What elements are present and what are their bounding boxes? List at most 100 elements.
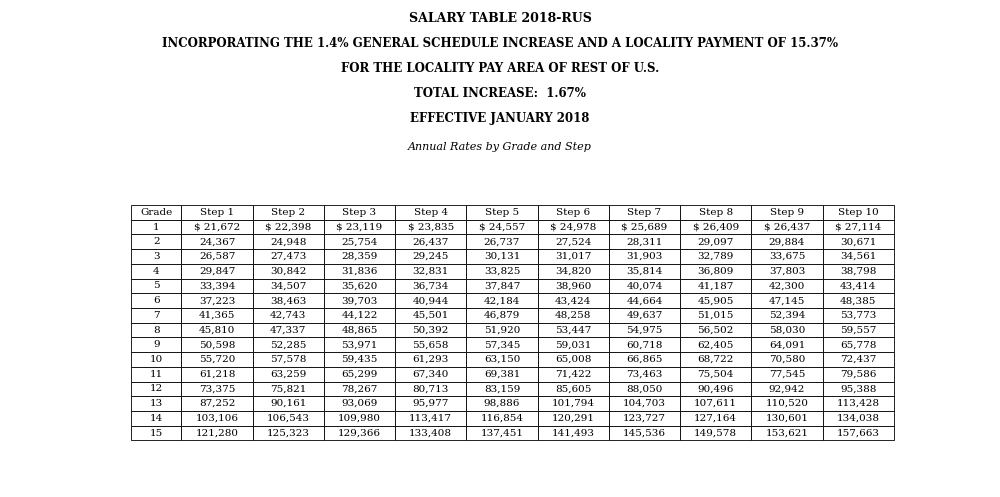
Text: 104,703: 104,703 [623,399,666,408]
Bar [131,411,181,426]
Bar [609,279,680,293]
Bar [751,396,823,411]
Text: 40,074: 40,074 [626,281,663,290]
Text: 33,394: 33,394 [199,281,235,290]
Text: 113,417: 113,417 [409,414,452,423]
Text: 110,520: 110,520 [765,399,808,408]
Bar [324,352,395,367]
Text: $ 21,672: $ 21,672 [194,223,240,232]
Bar [253,293,324,308]
Text: 88,050: 88,050 [626,385,663,394]
Text: 53,773: 53,773 [840,311,876,320]
Bar [181,367,253,382]
Bar [395,426,466,440]
Bar [751,249,823,264]
Bar [680,308,751,323]
Bar [823,367,894,382]
Bar [466,249,538,264]
Text: 10: 10 [150,355,163,364]
Bar [823,323,894,337]
Bar [181,264,253,279]
Text: 90,496: 90,496 [698,385,734,394]
Text: $ 24,557: $ 24,557 [479,223,525,232]
Text: 37,803: 37,803 [769,267,805,276]
Bar [538,323,609,337]
Bar [751,205,823,220]
Text: 71,422: 71,422 [555,370,591,379]
Text: 63,150: 63,150 [484,355,520,364]
Bar [466,235,538,249]
Bar [395,323,466,337]
Bar [538,382,609,396]
Bar [253,382,324,396]
Text: 56,502: 56,502 [698,326,734,334]
Text: 65,008: 65,008 [555,355,591,364]
Text: $ 24,978: $ 24,978 [550,223,596,232]
Bar [466,411,538,426]
Text: Step 6: Step 6 [556,208,590,217]
Text: 6: 6 [153,296,160,305]
Text: 41,365: 41,365 [199,311,235,320]
Text: 130,601: 130,601 [765,414,808,423]
Text: $ 23,119: $ 23,119 [336,223,383,232]
Text: 68,722: 68,722 [698,355,734,364]
Text: 46,879: 46,879 [484,311,520,320]
Text: 29,097: 29,097 [698,238,734,247]
Text: 40,944: 40,944 [413,296,449,305]
Bar [466,308,538,323]
Bar [253,220,324,235]
Text: EFFECTIVE JANUARY 2018: EFFECTIVE JANUARY 2018 [410,112,590,125]
Text: 49,637: 49,637 [626,311,663,320]
Text: 31,017: 31,017 [555,252,591,261]
Text: 87,252: 87,252 [199,399,235,408]
Text: 12: 12 [150,385,163,394]
Bar [823,205,894,220]
Bar [751,293,823,308]
Text: 25,754: 25,754 [341,238,378,247]
Text: 65,778: 65,778 [840,340,876,349]
Text: 95,388: 95,388 [840,385,876,394]
Text: 43,414: 43,414 [840,281,876,290]
Text: 70,580: 70,580 [769,355,805,364]
Bar [466,220,538,235]
Text: 92,942: 92,942 [769,385,805,394]
Bar [253,279,324,293]
Bar [823,337,894,352]
Text: INCORPORATING THE 1.4% GENERAL SCHEDULE INCREASE AND A LOCALITY PAYMENT OF 15.37: INCORPORATING THE 1.4% GENERAL SCHEDULE … [162,37,838,50]
Bar [609,323,680,337]
Text: 26,587: 26,587 [199,252,235,261]
Text: 44,122: 44,122 [341,311,378,320]
Bar [609,249,680,264]
Bar [609,426,680,440]
Bar [823,249,894,264]
Bar [131,249,181,264]
Bar [324,367,395,382]
Text: 54,975: 54,975 [626,326,663,334]
Bar [181,235,253,249]
Text: 36,734: 36,734 [413,281,449,290]
Bar [609,382,680,396]
Text: 63,259: 63,259 [270,370,306,379]
Bar [823,264,894,279]
Text: 57,578: 57,578 [270,355,306,364]
Bar [466,382,538,396]
Bar [538,426,609,440]
Text: Step 3: Step 3 [342,208,377,217]
Bar [680,337,751,352]
Bar [538,396,609,411]
Bar [680,293,751,308]
Bar [181,249,253,264]
Text: 103,106: 103,106 [196,414,239,423]
Bar [823,279,894,293]
Text: 33,825: 33,825 [484,267,520,276]
Bar [324,396,395,411]
Bar [395,205,466,220]
Bar [324,382,395,396]
Bar [680,352,751,367]
Bar [395,220,466,235]
Bar [609,308,680,323]
Bar [253,264,324,279]
Text: 44,664: 44,664 [626,296,663,305]
Bar [538,367,609,382]
Text: 14: 14 [150,414,163,423]
